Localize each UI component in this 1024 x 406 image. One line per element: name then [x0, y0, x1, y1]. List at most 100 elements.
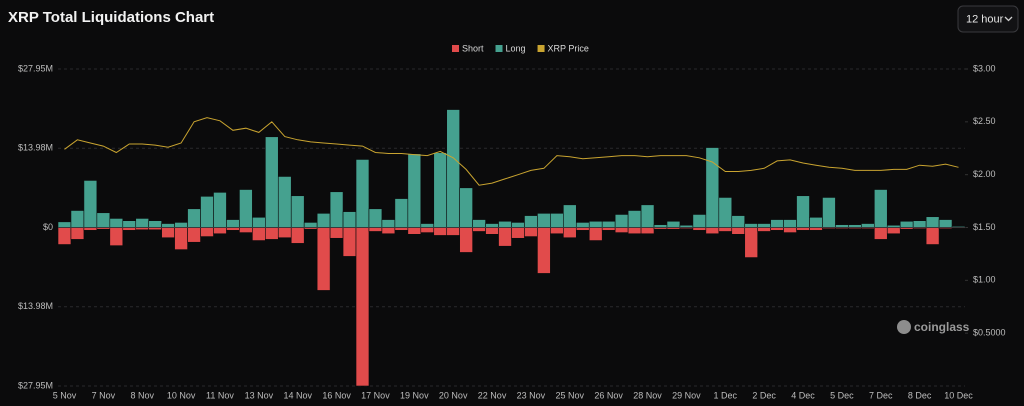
bar	[938, 219, 953, 228]
bar	[731, 215, 746, 228]
bar	[187, 208, 201, 228]
x-tick-label: 29 Nov	[672, 390, 701, 400]
bar	[588, 220, 603, 228]
bar	[783, 227, 797, 233]
y2-tick-label: $2.50	[973, 116, 996, 126]
bar	[524, 227, 538, 237]
button-frame[interactable]	[957, 5, 1019, 33]
x-tick-label: 4 Dec	[791, 390, 815, 400]
bar	[744, 223, 758, 228]
bar	[277, 176, 292, 228]
x-tick-label: 22 Nov	[478, 390, 507, 400]
bar	[485, 223, 499, 228]
bar	[563, 227, 577, 239]
y2-tick-label: $1.50	[973, 222, 996, 232]
bar	[537, 227, 551, 274]
bar	[213, 192, 227, 228]
bar	[187, 227, 201, 243]
x-tick-label: 7 Nov	[92, 390, 116, 400]
x-tick-label: 1 Dec	[714, 390, 738, 400]
bar	[886, 227, 901, 235]
bar	[433, 152, 448, 228]
bar	[316, 213, 331, 228]
bar	[459, 227, 473, 253]
bar	[265, 136, 279, 228]
bar	[614, 214, 629, 228]
chevron[interactable]	[1004, 16, 1013, 22]
y-tick-label: $0	[43, 222, 53, 232]
watermark-text: coinglass	[914, 320, 970, 334]
bar	[731, 227, 746, 235]
x-tick-label: 23 Nov	[517, 390, 546, 400]
bar	[316, 227, 331, 291]
bar	[57, 227, 72, 245]
bar	[239, 189, 253, 228]
bar	[174, 227, 188, 250]
bar	[485, 227, 499, 235]
watermark: coinglass	[897, 320, 970, 334]
x-tick-label: 5 Nov	[53, 390, 77, 400]
x-tick-label: 19 Nov	[400, 390, 429, 400]
bar	[355, 159, 370, 228]
bar	[692, 214, 707, 228]
y-tick-label: $27.95M	[18, 63, 53, 73]
bar	[666, 220, 681, 228]
bar	[718, 227, 733, 232]
bar	[407, 153, 422, 228]
bar	[368, 227, 383, 232]
bar	[290, 227, 305, 244]
bar	[70, 210, 85, 228]
bar	[705, 227, 720, 235]
bar	[524, 215, 538, 228]
bar	[70, 227, 85, 240]
bar	[200, 196, 214, 228]
bar	[614, 227, 629, 233]
button-label[interactable]: 12 hour	[966, 13, 1004, 25]
bar	[381, 219, 396, 228]
bar	[757, 227, 771, 232]
y-tick-label: $27.95M	[18, 380, 53, 390]
bar	[912, 220, 927, 228]
bar	[446, 227, 460, 236]
legend-swatch	[537, 45, 545, 52]
bar	[472, 227, 486, 232]
y-tick-label: $13.98M	[18, 301, 53, 311]
watermark-icon	[897, 320, 911, 334]
bar	[135, 218, 150, 228]
legend-label: Short	[462, 43, 484, 53]
x-tick-label: 26 Nov	[594, 390, 623, 400]
x-tick-label: 5 Dec	[830, 390, 854, 400]
bar	[252, 216, 266, 228]
bar	[601, 220, 616, 228]
bar	[161, 227, 175, 239]
bar	[83, 180, 98, 228]
bar	[575, 222, 590, 228]
bar	[809, 216, 823, 228]
x-tick-label: 2 Dec	[752, 390, 776, 400]
bar	[226, 219, 240, 228]
bar	[161, 223, 175, 228]
bar	[265, 227, 279, 240]
bar	[200, 227, 214, 237]
bar	[329, 191, 344, 228]
bar	[588, 227, 603, 241]
bar	[420, 223, 435, 228]
bar	[329, 227, 344, 239]
bar	[213, 227, 227, 235]
bar	[148, 220, 162, 228]
bar	[925, 227, 940, 245]
legend-swatch	[495, 45, 503, 52]
bar	[355, 227, 370, 387]
bar	[342, 227, 357, 257]
bar	[381, 227, 396, 235]
bar	[498, 220, 512, 228]
y2-tick-label: $1.00	[973, 275, 996, 285]
bar	[96, 212, 111, 228]
bar	[109, 218, 124, 228]
bar	[446, 109, 460, 228]
interval-button[interactable]: 12 hour	[957, 5, 1019, 33]
x-tick-label: 8 Nov	[130, 390, 154, 400]
bar	[174, 222, 188, 228]
